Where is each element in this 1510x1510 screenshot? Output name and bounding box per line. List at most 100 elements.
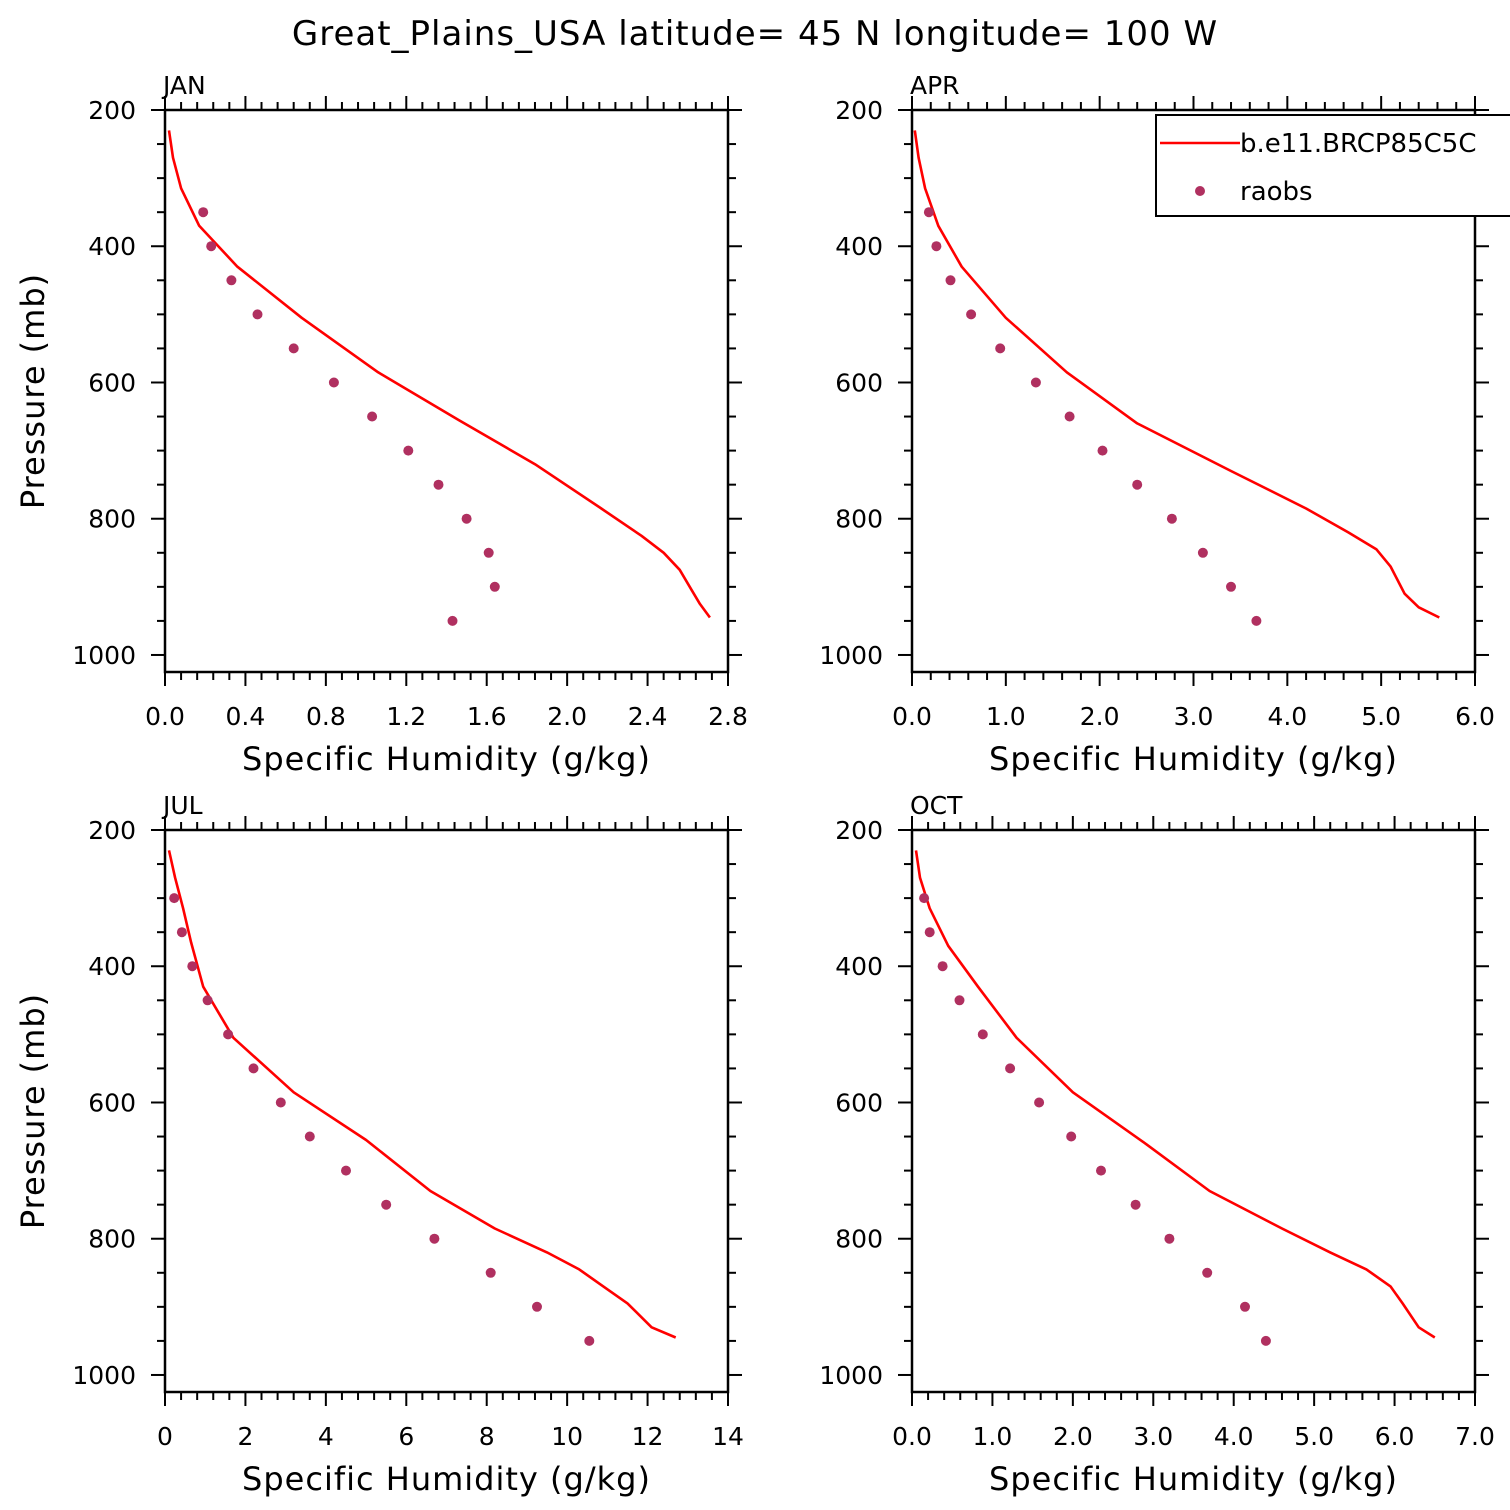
- y-tick-label-jul: 600: [88, 1088, 136, 1117]
- panel-title-oct: OCT: [910, 791, 963, 820]
- x-tick-label-apr: 1.0: [986, 702, 1026, 731]
- data-point-raobs-apr: [1132, 479, 1143, 490]
- y-tick-label-apr: 200: [835, 96, 883, 125]
- x-tick-label-apr: 3.0: [1174, 702, 1214, 731]
- data-point-raobs-oct: [977, 1029, 988, 1040]
- data-point-raobs-jul: [381, 1199, 392, 1210]
- y-tick-label-apr: 400: [835, 232, 883, 261]
- x-tick-label-jul: 12: [632, 1422, 664, 1451]
- data-point-raobs-jan: [288, 343, 299, 354]
- series-line-model-jul: [167, 850, 677, 1339]
- data-point-raobs-jul: [532, 1301, 542, 1312]
- x-tick-label-jan: 0.0: [145, 702, 185, 731]
- data-point-raobs-jan: [198, 207, 209, 218]
- y-tick-label-jan: 800: [88, 505, 136, 534]
- data-point-raobs-jul: [584, 1335, 595, 1346]
- panel-oct: OCT 0.0 1.0 2.0 3.0 4.0 5.0 6.0 7.0 200 400 600 800 1…: [819, 791, 1495, 1498]
- data-point-raobs-jan: [367, 411, 378, 422]
- x-tick-label-jan: 1.2: [386, 702, 426, 731]
- data-point-raobs-jul: [202, 995, 213, 1006]
- x-tick-label-oct: 0.0: [892, 1422, 932, 1451]
- x-tick-label-oct: 5.0: [1294, 1422, 1334, 1451]
- y-tick-label-apr: 600: [835, 368, 883, 397]
- x-tick-label-jan: 0.4: [226, 702, 266, 731]
- data-point-raobs-oct: [1096, 1165, 1106, 1176]
- x-tick-label-jul: 14: [712, 1422, 744, 1451]
- data-point-raobs-oct: [1240, 1301, 1250, 1312]
- data-point-raobs-oct: [1202, 1267, 1213, 1278]
- data-point-raobs-oct: [1260, 1335, 1271, 1346]
- panel-title-apr: APR: [910, 71, 960, 100]
- plot-area-jan: [167, 130, 711, 626]
- plot-frame-jan: [163, 108, 730, 674]
- y-tick-label-jan: 200: [88, 96, 136, 125]
- data-point-raobs-apr: [1226, 581, 1236, 592]
- panel-apr: APR 0.0 1.0 2.0 3.0 4.0 5.0 6.0 200 400 600 800 1000…: [819, 71, 1495, 778]
- panel-title-jan: JAN: [161, 71, 206, 100]
- data-point-raobs-oct: [954, 995, 965, 1006]
- y-tick-label-jan: 600: [88, 368, 136, 397]
- series-line-model-jan: [167, 130, 711, 619]
- data-point-raobs-oct: [1130, 1199, 1141, 1210]
- data-point-raobs-jan: [461, 513, 472, 524]
- x-tick-label-jul: 6: [398, 1422, 414, 1451]
- plot-area-oct: [914, 850, 1436, 1346]
- x-tick-label-oct: 6.0: [1375, 1422, 1415, 1451]
- data-point-raobs-jan: [328, 377, 339, 388]
- data-point-raobs-jul: [275, 1097, 286, 1108]
- plot-frame-oct: [910, 828, 1477, 1394]
- data-point-raobs-jul: [187, 961, 198, 972]
- x-tick-label-apr: 2.0: [1080, 702, 1120, 731]
- data-point-raobs-apr: [995, 343, 1006, 354]
- x-tick-label-jul: 10: [551, 1422, 583, 1451]
- data-point-raobs-apr: [1251, 615, 1262, 626]
- x-tick-label-jan: 2.0: [547, 702, 587, 731]
- y-tick-label-apr: 1000: [819, 641, 883, 670]
- data-point-raobs-jul: [429, 1233, 440, 1244]
- data-point-raobs-oct: [937, 961, 948, 972]
- x-tick-label-apr: 6.0: [1455, 702, 1495, 731]
- data-point-raobs-jul: [248, 1063, 259, 1074]
- data-point-raobs-apr: [1064, 411, 1075, 422]
- data-point-raobs-apr: [1166, 513, 1177, 524]
- x-tick-label-jan: 2.4: [628, 702, 668, 731]
- plot-frame-jul: [163, 828, 730, 1394]
- plot-area-jul: [167, 850, 677, 1346]
- x-axis-label-apr: Specific Humidity (g/kg): [989, 740, 1398, 778]
- data-point-raobs-oct: [1164, 1233, 1175, 1244]
- x-axis-label-oct: Specific Humidity (g/kg): [989, 1460, 1398, 1498]
- panel-title-jul: JUL: [161, 791, 203, 820]
- x-axis-label-jan: Specific Humidity (g/kg): [242, 740, 651, 778]
- data-point-raobs-apr: [1197, 547, 1208, 558]
- series-line-model-oct: [914, 850, 1436, 1339]
- x-tick-label-jul: 4: [318, 1422, 334, 1451]
- data-point-raobs-jul: [485, 1267, 496, 1278]
- y-axis-label-jan: Pressure (mb): [14, 273, 52, 509]
- data-point-raobs-jul: [176, 927, 187, 938]
- data-point-raobs-jan: [433, 479, 444, 490]
- data-point-raobs-jan: [206, 241, 217, 252]
- legend-box: [1155, 114, 1510, 217]
- x-axis-label-jul: Specific Humidity (g/kg): [242, 1460, 651, 1498]
- y-tick-label-jul: 1000: [72, 1361, 136, 1390]
- x-tick-label-apr: 5.0: [1361, 702, 1401, 731]
- x-tick-label-jan: 0.8: [306, 702, 346, 731]
- panel-jul: JUL 0 2 4 6 8 10 12 14 200 400 600 800 1000 Specific H…: [14, 791, 744, 1498]
- data-point-raobs-oct: [924, 927, 935, 938]
- data-point-raobs-apr: [966, 309, 977, 320]
- data-point-raobs-jan: [252, 309, 263, 320]
- data-point-raobs-oct: [1034, 1097, 1045, 1108]
- panel-jan: JAN 0.0 0.4 0.8 1.2 1.6 2.0 2.4 2.8 200 400 600 800 1…: [14, 71, 748, 778]
- data-point-raobs-apr: [923, 207, 934, 218]
- legend-marker-swatch: [1195, 186, 1205, 196]
- x-tick-label-jan: 1.6: [467, 702, 507, 731]
- y-tick-label-oct: 1000: [819, 1361, 883, 1390]
- y-tick-label-oct: 600: [835, 1088, 883, 1117]
- legend-label: raobs: [1240, 177, 1313, 207]
- y-tick-label-oct: 200: [835, 816, 883, 845]
- y-axis-label-jul: Pressure (mb): [14, 993, 52, 1229]
- x-tick-label-oct: 1.0: [973, 1422, 1013, 1451]
- x-tick-label-oct: 3.0: [1133, 1422, 1173, 1451]
